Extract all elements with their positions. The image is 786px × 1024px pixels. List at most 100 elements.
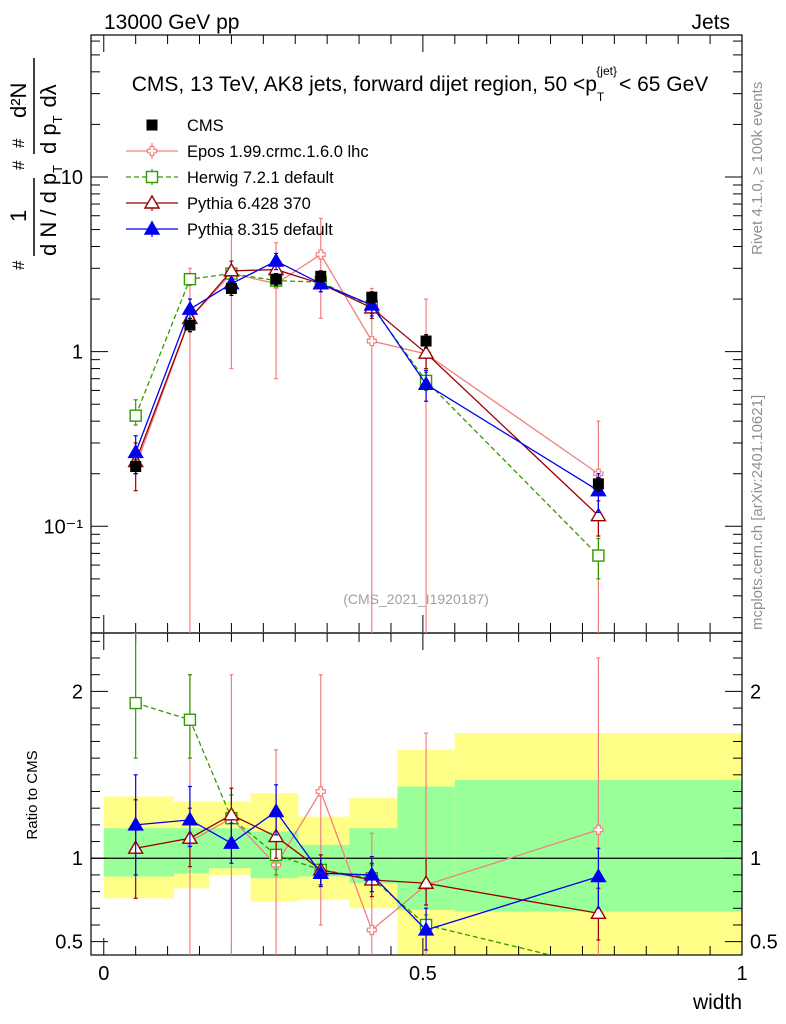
ratio-data-point xyxy=(223,834,240,849)
ratio-data-point xyxy=(417,921,435,936)
plot-title-sup: {jet} xyxy=(596,64,617,78)
main-series-herwig xyxy=(129,267,605,580)
ratio-data-point xyxy=(181,811,199,826)
ylabel-dp-sub: T xyxy=(50,115,65,123)
ratio-data-point xyxy=(590,904,607,919)
main-y-tick-label: 10⁻¹ xyxy=(44,516,84,538)
ylabel-denominator: d N / d pT xyxy=(36,165,65,256)
plot-title-end: < 65 GeV xyxy=(619,73,708,96)
main-data-point xyxy=(363,296,381,311)
ratio-data-point xyxy=(315,786,326,797)
legend-label: CMS xyxy=(187,117,224,135)
main-data-point xyxy=(366,335,377,347)
legend: CMS Epos 1.99.crmc.1.6.0 lhc Herwig 7.2.1 … xyxy=(126,117,369,239)
ratio-data-point xyxy=(366,924,377,936)
main-series-line xyxy=(135,260,599,492)
ylabel-dlambda: dλ xyxy=(36,84,61,107)
x-tick-label: 1 xyxy=(736,963,747,985)
legend-marker xyxy=(145,170,159,184)
main-series-line xyxy=(135,268,599,517)
ratio-y-tick-label: 0.5 xyxy=(750,932,778,954)
main-data-point xyxy=(592,478,604,490)
ratio-data-point xyxy=(312,864,329,879)
ylabel-d2N: d²N xyxy=(6,83,31,118)
plot-title: CMS, 13 TeV, AK8 jets, forward dijet reg… xyxy=(132,64,709,104)
legend-label: Herwig 7.2.1 default xyxy=(187,169,334,187)
main-data-point xyxy=(225,282,237,294)
mcplots-reference-label: mcplots.cern.ch [arXiv:2401.10621] xyxy=(749,395,766,630)
main-series-cms xyxy=(130,270,604,492)
main-data-point xyxy=(592,549,605,562)
ylabel-hash-2: # xyxy=(9,160,28,170)
ylabel-hash-1: # xyxy=(9,260,28,270)
x-tick-label: 0.5 xyxy=(409,963,437,985)
ratio-data-point xyxy=(267,803,285,818)
ratio-data-point xyxy=(127,816,144,831)
main-y-tick-label: 1 xyxy=(72,342,83,364)
ratio-data-point xyxy=(593,961,604,972)
ratio-y-tick-label: 2 xyxy=(72,681,83,703)
legend-marker xyxy=(146,145,158,157)
ratio-series-pythia xyxy=(127,774,607,951)
legend-marker xyxy=(146,119,158,131)
main-series-line xyxy=(135,272,599,557)
main-panel-series xyxy=(127,217,607,633)
main-y-axis-label: # 1 d N / d pT # d²N # d pTdλ xyxy=(6,58,65,270)
ylabel-dpT: d pTdλ xyxy=(36,84,65,154)
legend-label: Pythia 8.315 default xyxy=(187,221,333,239)
main-data-point xyxy=(127,443,144,459)
main-data-point xyxy=(590,507,607,522)
main-series-epos xyxy=(130,217,604,633)
ratio-data-point xyxy=(267,828,285,843)
main-data-point xyxy=(181,300,199,315)
plot-title-sub: T xyxy=(597,90,605,104)
legend-label: Epos 1.99.crmc.1.6.0 lhc xyxy=(187,143,369,161)
main-data-point xyxy=(130,461,142,473)
main-data-point xyxy=(315,249,326,260)
ylabel-hash-3: # xyxy=(9,138,28,148)
legend-label: Pythia 6.428 370 xyxy=(187,195,311,213)
ratio-data-point xyxy=(129,696,142,710)
ratio-data-point xyxy=(590,868,607,883)
main-data-point xyxy=(183,272,197,286)
ratio-data-point xyxy=(183,713,197,726)
x-axis-label: width xyxy=(692,991,742,1014)
ratio-data-point xyxy=(223,806,240,821)
legend-marker xyxy=(143,194,161,209)
ylabel-numerator-one: 1 xyxy=(6,210,31,222)
analysis-id-watermark: (CMS_2021_I1920187) xyxy=(343,591,489,607)
legend-marker xyxy=(143,220,161,235)
beam-energy-label: 13000 GeV pp xyxy=(104,11,239,34)
rivet-version-label: Rivet 4.1.0, ≥ 100k events xyxy=(749,82,766,255)
x-tick-label: 0 xyxy=(98,963,109,985)
ratio-data-point xyxy=(363,866,381,881)
ratio-y-tick-label: 1 xyxy=(750,848,761,870)
main-data-point xyxy=(417,375,435,391)
ylabel-dN: d N / d p xyxy=(36,173,61,256)
main-series-line xyxy=(135,253,599,475)
main-data-point xyxy=(270,273,282,285)
ratio-y-tick-label: 1 xyxy=(72,848,83,870)
main-data-point xyxy=(267,252,285,267)
main-data-point xyxy=(366,291,378,303)
ylabel-dN-sub: T xyxy=(50,165,65,173)
ratio-panel-frame xyxy=(90,632,743,956)
ylabel-dp: d p xyxy=(36,123,61,154)
ratio-y-tick-label: 2 xyxy=(750,681,761,703)
ratio-series-line xyxy=(135,814,599,914)
plot-title-main: CMS, 13 TeV, AK8 jets, forward dijet reg… xyxy=(132,73,597,96)
analysis-group-label: Jets xyxy=(691,11,730,34)
main-y-tick-label: 10 xyxy=(61,167,83,189)
ratio-panel-series xyxy=(127,633,607,972)
main-data-point xyxy=(417,344,435,359)
ratio-data-point xyxy=(593,824,604,835)
ratio-y-tick-label: 0.5 xyxy=(55,932,83,954)
main-data-point xyxy=(420,335,432,347)
ratio-series-line xyxy=(135,702,553,955)
ratio-data-point xyxy=(417,874,435,889)
main-data-point xyxy=(129,409,142,422)
plot-frames xyxy=(90,34,743,956)
main-data-point xyxy=(184,319,196,331)
